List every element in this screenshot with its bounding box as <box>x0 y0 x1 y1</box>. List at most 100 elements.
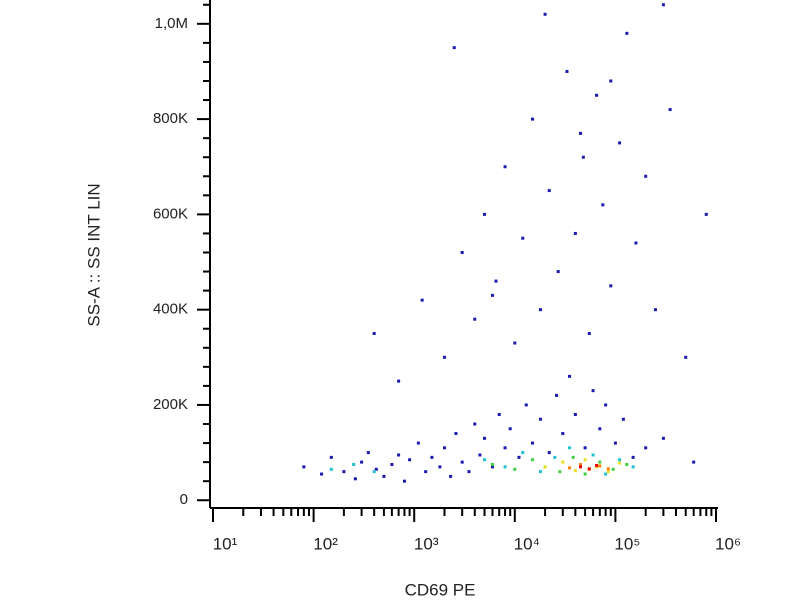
point <box>320 472 324 476</box>
point <box>490 293 494 297</box>
point <box>558 470 562 474</box>
y-tick-label: 200K <box>153 396 188 413</box>
point <box>668 108 672 112</box>
point <box>372 331 376 335</box>
point <box>692 460 696 464</box>
point <box>631 455 635 459</box>
x-tick-label: 10³ <box>414 534 439 553</box>
point <box>382 474 386 478</box>
x-tick-label: 10² <box>313 534 338 553</box>
point <box>478 453 482 457</box>
point <box>483 458 487 462</box>
point <box>302 465 306 469</box>
point <box>473 317 477 321</box>
point <box>547 451 551 455</box>
x-tick-label: 10⁵ <box>614 534 640 553</box>
point <box>452 46 456 50</box>
point <box>531 441 535 445</box>
point <box>547 189 551 193</box>
point <box>587 331 591 335</box>
point <box>531 117 535 121</box>
point <box>579 465 583 469</box>
point <box>442 355 446 359</box>
point <box>568 446 572 450</box>
point <box>621 417 625 421</box>
point <box>329 455 333 459</box>
point <box>587 467 591 471</box>
point <box>497 412 501 416</box>
point <box>561 432 565 436</box>
point <box>521 236 525 240</box>
x-tick-label: 10¹ <box>213 534 238 553</box>
point <box>390 463 394 467</box>
point <box>543 465 547 469</box>
point <box>503 165 507 169</box>
point <box>611 467 615 471</box>
point <box>583 472 587 476</box>
point <box>595 93 599 97</box>
point <box>374 467 378 471</box>
point <box>521 451 525 455</box>
point <box>424 470 428 474</box>
point <box>503 446 507 450</box>
point <box>494 279 498 283</box>
point <box>372 470 376 474</box>
point <box>513 467 517 471</box>
point <box>644 174 648 178</box>
point <box>402 479 406 483</box>
point <box>625 463 629 467</box>
point <box>579 463 583 467</box>
point <box>613 441 617 445</box>
point <box>591 453 595 457</box>
point <box>609 79 613 83</box>
point <box>568 466 572 470</box>
point <box>473 422 477 426</box>
point <box>352 463 356 467</box>
point <box>591 389 595 393</box>
point <box>661 436 665 440</box>
point <box>543 12 547 16</box>
point <box>490 463 494 467</box>
x-tick-label: 10⁴ <box>514 534 540 553</box>
point <box>581 155 585 159</box>
point <box>565 69 569 73</box>
x-axis-title: CD69 PE <box>405 580 476 599</box>
point <box>483 212 487 216</box>
point <box>573 231 577 235</box>
point <box>524 403 528 407</box>
point <box>360 460 364 464</box>
point <box>366 451 370 455</box>
point <box>353 477 357 481</box>
point <box>329 467 333 471</box>
point <box>483 436 487 440</box>
point <box>556 270 560 274</box>
point <box>704 212 708 216</box>
point <box>454 432 458 436</box>
point <box>583 446 587 450</box>
point <box>397 453 401 457</box>
point <box>342 470 346 474</box>
point <box>601 203 605 207</box>
point <box>553 455 557 459</box>
point <box>634 241 638 245</box>
point <box>625 31 629 35</box>
point <box>604 472 608 476</box>
point <box>442 446 446 450</box>
y-tick-label: 600K <box>153 205 188 222</box>
point <box>573 412 577 416</box>
point <box>684 355 688 359</box>
point <box>573 469 577 473</box>
point <box>631 465 635 469</box>
point <box>604 403 608 407</box>
point <box>460 251 464 254</box>
point <box>583 458 587 462</box>
point <box>416 441 420 445</box>
point <box>653 308 657 312</box>
y-tick-label: 800K <box>153 110 188 127</box>
point <box>561 460 565 464</box>
point <box>598 460 602 464</box>
point <box>538 308 542 312</box>
point <box>408 458 412 462</box>
